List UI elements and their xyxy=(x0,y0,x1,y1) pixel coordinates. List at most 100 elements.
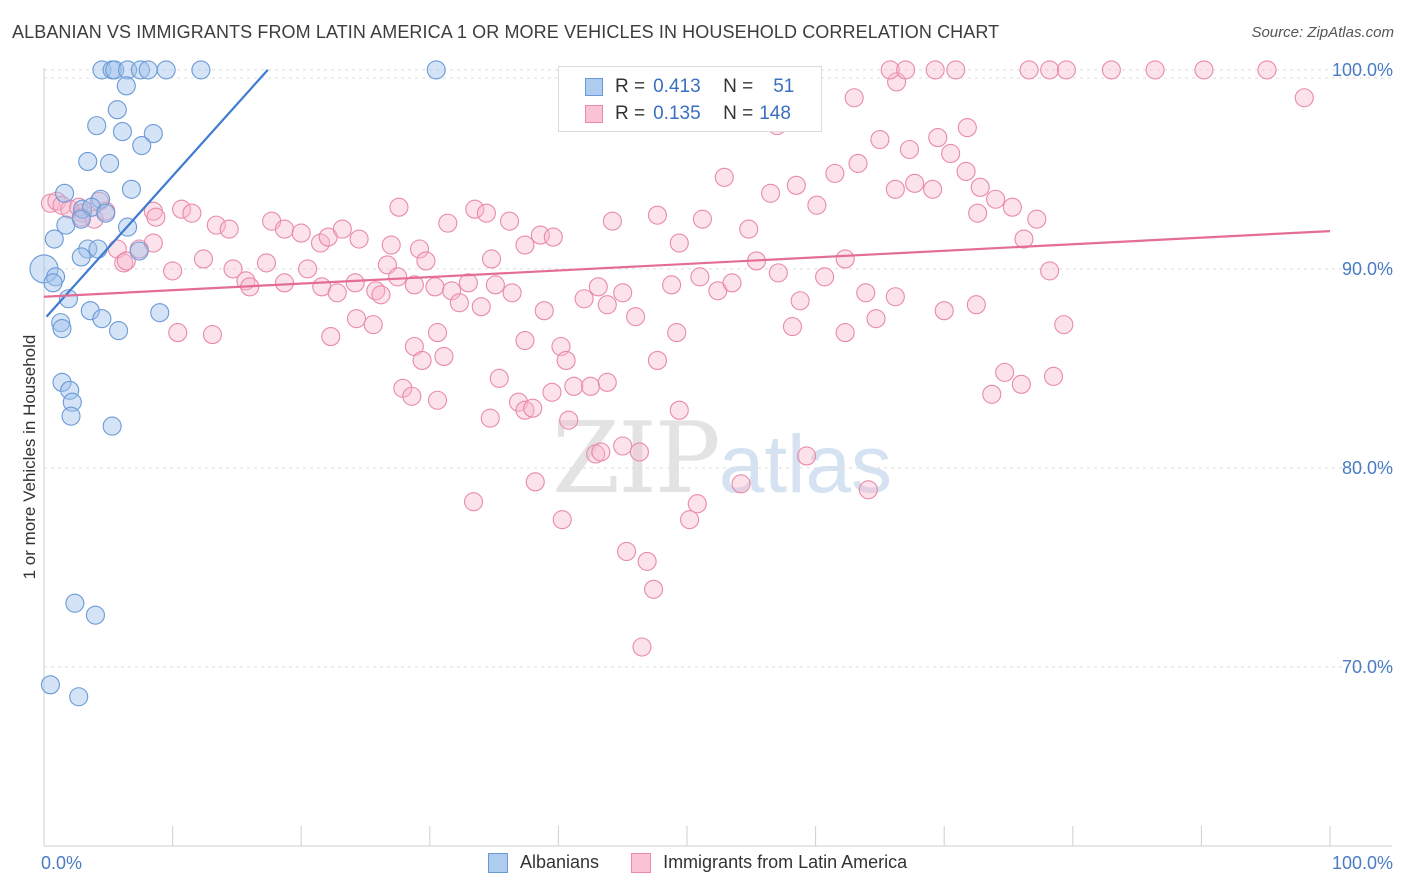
latin-america-point xyxy=(941,143,961,164)
albanian-point xyxy=(78,151,98,171)
latin-america-point xyxy=(449,293,469,313)
latin-america-point xyxy=(591,442,611,462)
latin-america-point xyxy=(515,330,535,351)
legend-n-value-latin-america: 148 xyxy=(759,103,791,124)
albanian-point xyxy=(62,392,82,412)
latin-america-point xyxy=(1040,60,1060,80)
latin-america-point xyxy=(1101,60,1121,80)
latin-america-point xyxy=(815,267,835,287)
latin-america-point xyxy=(559,410,579,430)
latin-america-point xyxy=(858,480,878,500)
latin-america-point xyxy=(923,179,943,199)
latin-america-point xyxy=(1054,315,1074,335)
albanian-point xyxy=(43,273,63,293)
albanian-point xyxy=(112,122,132,142)
y-axis-label: 1 or more Vehicles in Household xyxy=(20,334,39,580)
latin-america-point xyxy=(480,408,500,428)
albanian-point xyxy=(132,135,152,156)
albanian-point xyxy=(40,675,60,695)
latin-america-point xyxy=(844,88,864,108)
albanian-point xyxy=(96,203,116,223)
latin-america-point xyxy=(1040,261,1060,281)
albanian-point xyxy=(191,60,211,80)
latin-america-point xyxy=(499,211,520,231)
latin-america-point xyxy=(731,474,751,494)
albanian-point xyxy=(88,239,108,259)
latin-america-point xyxy=(647,350,667,370)
latin-america-point xyxy=(626,307,646,327)
albanian-point xyxy=(51,313,71,333)
latin-america-point xyxy=(669,400,689,420)
latin-america-point xyxy=(690,267,710,287)
latin-america-point xyxy=(438,213,458,233)
latin-america-point xyxy=(371,285,391,305)
albanian-point xyxy=(116,76,136,96)
latin-america-point xyxy=(680,510,700,530)
latin-america-point xyxy=(345,273,365,293)
legend-row-latin-america: R = 0.135 N = 148 xyxy=(585,102,791,126)
latin-america-point xyxy=(637,551,657,571)
latin-america-point xyxy=(434,346,454,367)
latin-america-point xyxy=(412,350,432,370)
latin-america-point xyxy=(885,179,905,199)
latin-america-point xyxy=(442,281,462,301)
latin-america-point xyxy=(866,309,886,329)
latin-america-point xyxy=(515,400,535,420)
y-tick-label: 100.0% xyxy=(1332,60,1393,80)
albanian-trend-line xyxy=(45,69,269,318)
latin-america-point xyxy=(223,259,243,279)
latin-america-point xyxy=(613,436,633,456)
albanian-points xyxy=(29,60,446,707)
latin-america-point xyxy=(1014,229,1034,249)
latin-america-point xyxy=(515,235,535,255)
latin-america-point xyxy=(291,223,311,243)
trend-lines xyxy=(43,69,1331,318)
albanian-point xyxy=(426,60,446,80)
latin-america-point xyxy=(542,382,562,402)
latin-america-point xyxy=(502,283,522,303)
albanian-point xyxy=(150,303,170,323)
latin-america-point xyxy=(786,175,806,195)
tick-labels: 70.0% 80.0% 90.0% 100.0% 0.0% 100.0% xyxy=(41,60,1393,873)
latin-america-point xyxy=(617,541,637,562)
latin-america-point xyxy=(825,163,845,183)
latin-america-point xyxy=(946,60,966,80)
latin-america-point xyxy=(1027,209,1047,229)
latin-america-point xyxy=(956,161,976,181)
latin-america-point xyxy=(534,301,554,321)
grid-lines xyxy=(44,69,1392,668)
latin-america-point xyxy=(905,173,925,193)
latin-america-point xyxy=(427,323,448,343)
latin-america-point xyxy=(458,273,478,293)
legend-r-value-albanians: 0.413 xyxy=(653,76,701,97)
latin-america-point xyxy=(332,219,352,239)
albanian-point xyxy=(85,605,105,625)
latin-america-point xyxy=(647,205,667,225)
latin-america-point xyxy=(543,227,563,247)
albanian-point xyxy=(129,241,149,261)
series-name-latin-america: Immigrants from Latin America xyxy=(663,852,908,872)
albanian-point xyxy=(56,215,76,235)
latin-america-point xyxy=(1194,60,1214,80)
latin-america-point xyxy=(381,235,401,255)
latin-america-point xyxy=(346,309,367,329)
latin-america-point xyxy=(463,492,484,512)
latin-america-point xyxy=(768,263,788,283)
latin-america-point xyxy=(982,384,1002,404)
albanian-point xyxy=(71,247,91,267)
latin-america-point xyxy=(202,325,223,345)
latin-america-point xyxy=(928,128,948,148)
latin-america-point xyxy=(669,233,689,253)
latin-america-point xyxy=(168,323,188,343)
latin-america-point xyxy=(761,183,781,203)
albanian-point xyxy=(156,60,176,80)
latin-america-point xyxy=(835,323,855,343)
latin-america-point xyxy=(613,283,633,303)
series-legend-albanians: Albanians xyxy=(488,852,599,873)
latin-america-point xyxy=(807,195,827,215)
albanian-point xyxy=(121,179,141,199)
latin-america-point xyxy=(172,199,192,219)
legend-n-label: N = xyxy=(723,103,754,124)
latin-america-point xyxy=(797,446,817,466)
latin-america-point xyxy=(986,189,1006,209)
